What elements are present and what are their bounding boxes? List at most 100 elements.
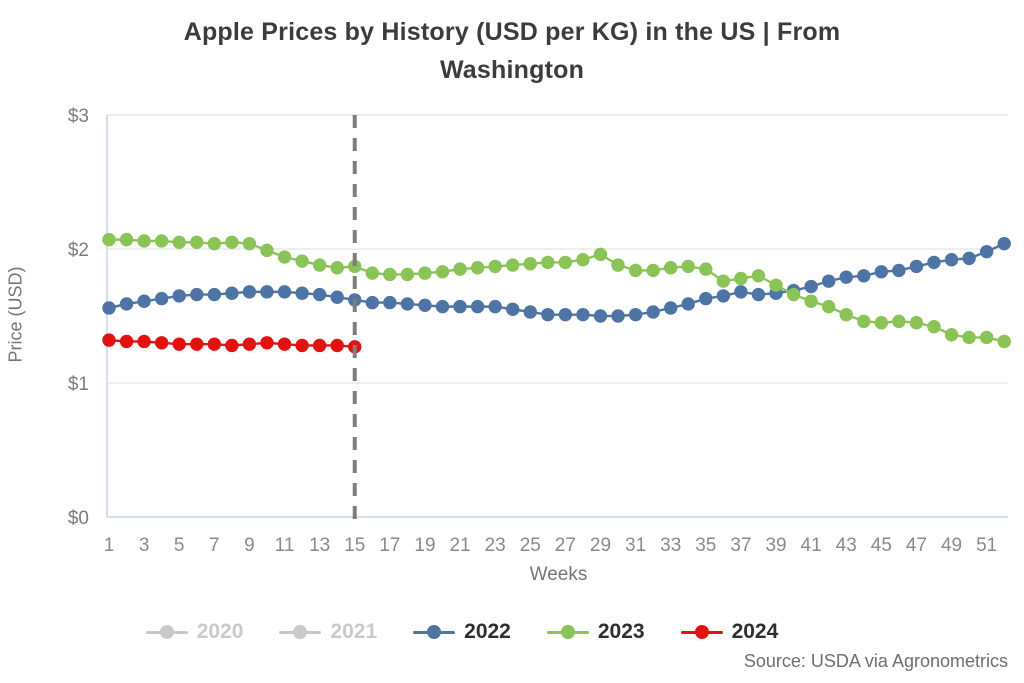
series-2023-point-week-32	[646, 263, 660, 278]
series-2022-point-week-50	[962, 251, 976, 266]
x-tick-label: 27	[555, 535, 576, 556]
series-2023-point-week-4	[154, 234, 169, 248]
legend-label-2021: 2021	[330, 620, 378, 643]
x-tick-label: 23	[485, 535, 506, 556]
series-2022-point-week-17	[383, 295, 397, 310]
series-2023-point-week-9	[242, 236, 257, 251]
source-credit: Source: USDA via Agronometrics	[743, 651, 1008, 671]
plot-area: $0$1$2$31 3 5 7 9 11 13 15 17 19 21 23 25 27 29 31 33 35 3…	[68, 106, 1011, 556]
series-2023-point-week-46	[892, 314, 906, 329]
series-2023-point-week-42	[821, 299, 836, 314]
legend: 2020 2021 2022 2023 2024	[0, 620, 974, 644]
legend-item-2022[interactable]: 2022	[413, 620, 511, 644]
series-2023-point-week-20	[435, 265, 450, 279]
series-2022-point-week-32	[646, 305, 660, 319]
series-2022-point-week-18	[400, 297, 415, 311]
x-tick-label: 11	[275, 535, 295, 556]
series-2022-point-week-47	[909, 259, 924, 274]
series-2023-point-week-47	[909, 316, 924, 330]
series-2023-point-week-39	[769, 278, 783, 292]
x-tick-label: 37	[730, 535, 751, 556]
x-tick-label: 5	[174, 535, 185, 556]
x-tick-label: 31	[625, 535, 646, 556]
series-2022-point-week-37	[734, 285, 748, 299]
x-tick-label: 29	[590, 535, 611, 556]
series-2023-point-week-12	[295, 254, 309, 268]
legend-dot-icon	[560, 625, 575, 639]
series-2023-point-week-33	[663, 261, 678, 275]
series-2023-point-week-52	[997, 334, 1011, 349]
series-2022-point-week-12	[295, 286, 309, 300]
legend-marker-icon-2024	[680, 625, 723, 639]
x-tick-label: 21	[449, 535, 470, 556]
series-line-2023	[109, 238, 1005, 343]
legend-dot-icon	[159, 625, 174, 639]
legend-marker-icon-2021	[279, 625, 322, 639]
series-2022-point-week-31	[628, 307, 643, 322]
legend-item-2020[interactable]: 2020	[145, 620, 244, 644]
legend-marker-icon-2023	[546, 625, 589, 639]
series-2024-point-week-1	[102, 333, 116, 347]
series-2023-point-week-44	[857, 314, 871, 329]
x-tick-label: 33	[660, 535, 681, 556]
series-2024-point-week-13	[312, 338, 327, 353]
x-tick-label: 45	[871, 535, 892, 556]
legend-label-2024: 2024	[731, 620, 779, 643]
series-2023-point-week-2	[119, 232, 134, 247]
series-2023-point-week-29	[593, 247, 608, 262]
y-tick-label: $2	[68, 240, 89, 261]
series-2023-point-week-8	[225, 235, 239, 249]
series-2022-point-week-13	[312, 287, 327, 302]
series-line-2022	[108, 242, 1005, 318]
x-tick-label: 47	[906, 535, 927, 556]
series-2022-point-week-34	[681, 297, 695, 311]
legend-dot-icon	[293, 625, 308, 639]
series-2023-point-week-18	[400, 267, 415, 282]
series-2023-point-week-15	[348, 259, 362, 274]
series-2022-point-week-45	[874, 265, 889, 279]
series-2024-point-week-3	[137, 334, 151, 349]
series-2024-point-week-11	[277, 337, 292, 351]
series-2022-point-week-9	[242, 285, 257, 299]
series-2022-point-week-4	[154, 291, 169, 306]
series-2023-point-week-22	[470, 261, 485, 275]
x-tick-label: 43	[836, 535, 857, 556]
series-2023-point-week-43	[839, 307, 853, 322]
series-2023-point-week-34	[681, 259, 695, 274]
chart-title-line2: Washington	[439, 55, 585, 84]
series-2023-point-week-40	[786, 287, 801, 302]
series-2024-point-week-4	[154, 336, 169, 350]
legend-item-2024[interactable]: 2024	[680, 620, 779, 644]
series-2022-point-week-1	[102, 301, 116, 315]
series-2022-point-week-48	[927, 255, 941, 270]
x-tick-label: 15	[344, 535, 365, 556]
series-2024-point-week-10	[260, 336, 274, 350]
series-2022-point-week-43	[839, 270, 853, 284]
legend-item-2023[interactable]: 2023	[546, 620, 645, 644]
legend-item-2021[interactable]: 2021	[279, 620, 377, 644]
series-2023-point-week-11	[277, 250, 292, 264]
legend-label-2020: 2020	[196, 620, 244, 643]
x-axis-title: Weeks	[529, 564, 588, 585]
series-2022-point-week-21	[453, 299, 467, 314]
y-axis-title: Price (USD)	[5, 266, 26, 363]
chart-title-line1: Apple Prices by History (USD per KG) in …	[183, 18, 841, 46]
series-2023-point-week-26	[541, 255, 555, 270]
series-2023-point-week-48	[927, 320, 941, 334]
series-2022-point-week-46	[892, 263, 906, 278]
series-2024-point-week-5	[172, 337, 186, 351]
series-2024-point-week-12	[295, 338, 309, 353]
x-tick-label: 3	[139, 535, 150, 556]
series-2023-point-week-23	[488, 259, 502, 274]
series-2022-point-week-51	[979, 244, 994, 259]
series-2024-point-week-7	[207, 337, 222, 351]
series-2023-point-week-14	[330, 261, 344, 275]
series-2023-point-week-49	[944, 328, 959, 342]
x-tick-label: 39	[765, 535, 786, 556]
series-2022-point-week-36	[716, 289, 731, 303]
series-2022-point-week-28	[576, 307, 590, 322]
series-2022-point-week-23	[488, 299, 502, 314]
series-2022-point-week-7	[207, 287, 222, 302]
series-2023-point-week-50	[962, 330, 976, 345]
series-2023-point-week-38	[751, 269, 766, 283]
